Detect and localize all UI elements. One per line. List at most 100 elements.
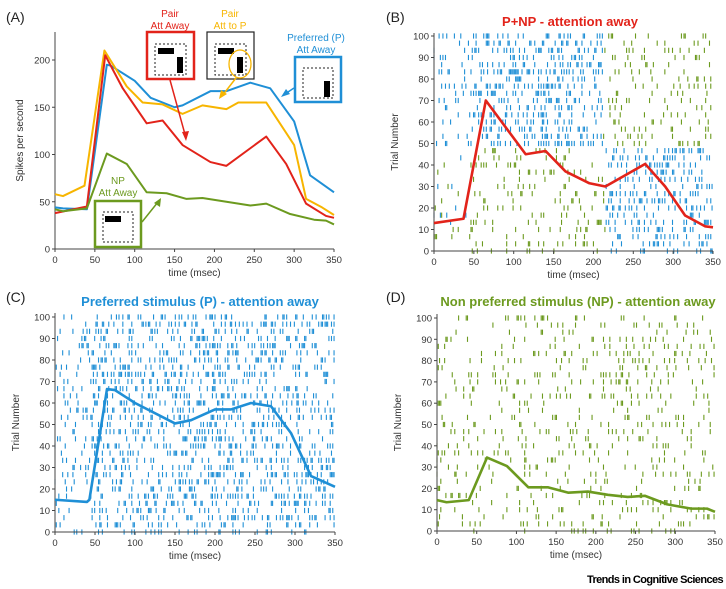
y-tick-label: 70: [39, 377, 50, 388]
y-tick-label: 100: [34, 150, 50, 161]
y-tick-label: 150: [34, 103, 50, 114]
x-tick-label: 350: [707, 537, 723, 548]
x-tick-label: 150: [546, 257, 562, 268]
y-tick-label: 30: [421, 463, 432, 474]
x-tick-label: 250: [246, 255, 262, 266]
y-tick-label: 100: [413, 32, 429, 43]
x-axis-label: time (msec): [550, 550, 602, 561]
label-np-away-1: NP: [111, 176, 125, 187]
y-axis-label: Trial Number: [11, 393, 22, 451]
annotation-pair-att: Pair Att to P: [206, 9, 255, 99]
panel-label-b: (B): [386, 9, 405, 25]
x-tick-label: 200: [585, 257, 601, 268]
arrow-red: [169, 79, 187, 139]
x-tick-label: 100: [127, 255, 143, 266]
y-tick-label: 90: [418, 53, 429, 64]
y-tick-label: 50: [39, 197, 50, 208]
title-c: Preferred stimulus (P) - attention away: [81, 294, 319, 309]
x-tick-label: 100: [508, 537, 524, 548]
x-tick-label: 200: [588, 537, 604, 548]
x-tick-label: 350: [327, 538, 343, 549]
series-line-green: [436, 456, 716, 514]
y-tick-label: 70: [421, 377, 432, 388]
x-tick-label: 300: [287, 538, 303, 549]
arrow-green: [141, 201, 159, 223]
plot-d: 0 50 100 150 200 250 300 350 0 10 20 30 40 50 60 70 80 90…: [393, 314, 723, 562]
series-line-red: [433, 99, 714, 229]
y-tick-label: 80: [421, 356, 432, 367]
panel-label-c: (C): [6, 289, 25, 305]
series-line-blue: [54, 63, 335, 211]
x-tick-label: 250: [625, 257, 641, 268]
plot-c: 0 50 100 150 200 250 300 350 0 10 20 30 40 50 60 70 80 90…: [11, 313, 343, 563]
y-tick-label: 100: [416, 314, 432, 325]
y-tick-label: 80: [418, 75, 429, 86]
x-axis-label: time (msec): [547, 270, 599, 281]
x-tick-label: 250: [247, 538, 263, 549]
plot-a: 0 50 100 150 200 250 300 350 0 50 100 150 200 time (m…: [15, 32, 342, 279]
plot-b: 0 50 100 150 200 250 300 350 0 10 20 30 40 50 60 70 80 90…: [390, 32, 721, 282]
x-tick-label: 300: [665, 257, 681, 268]
label-pref-away-1: Preferred (P): [287, 33, 345, 44]
x-tick-label: 200: [207, 538, 223, 549]
series-line-red: [54, 54, 335, 219]
panel-label-a: (A): [6, 9, 25, 25]
label-pair-att-2: Att to P: [214, 21, 247, 32]
y-tick-label: 20: [418, 204, 429, 215]
y-tick-label: 200: [34, 56, 50, 67]
label-pref-away-2: Att Away: [297, 45, 336, 56]
y-tick-label: 60: [421, 399, 432, 410]
x-tick-label: 300: [667, 537, 683, 548]
x-tick-label: 350: [705, 257, 721, 268]
y-tick-label: 90: [421, 335, 432, 346]
series-line-yellow: [54, 49, 335, 216]
y-tick-label: 10: [421, 505, 432, 516]
series-line-blue: [54, 387, 336, 504]
label-np-away-2: Att Away: [99, 188, 138, 199]
x-tick-label: 250: [628, 537, 644, 548]
y-tick-label: 0: [45, 528, 50, 539]
x-tick-label: 150: [548, 537, 564, 548]
x-tick-label: 150: [167, 538, 183, 549]
y-tick-label: 40: [39, 442, 50, 453]
x-tick-label: 0: [431, 257, 436, 268]
y-tick-label: 60: [39, 399, 50, 410]
y-tick-label: 20: [421, 484, 432, 495]
label-pair-att-1: Pair: [221, 9, 239, 20]
y-tick-label: 10: [418, 225, 429, 236]
x-tick-label: 150: [167, 255, 183, 266]
x-tick-label: 350: [326, 255, 342, 266]
title-b: P+NP - attention away: [502, 14, 639, 29]
y-axis-label: Spikes per second: [15, 99, 26, 181]
y-tick-label: 40: [421, 441, 432, 452]
x-tick-label: 50: [471, 537, 482, 548]
y-tick-label: 60: [418, 118, 429, 129]
y-axis-label: Trial Number: [390, 113, 401, 171]
title-d: Non preferred stimulus (NP) - attention …: [440, 294, 716, 309]
y-tick-label: 0: [45, 245, 50, 256]
panel-label-d: (D): [386, 289, 405, 305]
x-axis-label: time (msec): [169, 551, 221, 562]
x-tick-label: 100: [506, 257, 522, 268]
x-tick-label: 200: [206, 255, 222, 266]
x-tick-label: 50: [90, 538, 101, 549]
x-tick-label: 0: [434, 537, 439, 548]
x-tick-label: 50: [469, 257, 480, 268]
y-tick-label: 10: [39, 506, 50, 517]
y-tick-label: 90: [39, 334, 50, 345]
x-tick-label: 50: [90, 255, 101, 266]
annotation-pair-away: Pair Att Away: [145, 9, 196, 141]
y-tick-label: 100: [34, 313, 50, 324]
y-tick-label: 0: [424, 247, 429, 258]
annotation-pref-away: Preferred (P) Att Away: [281, 33, 345, 104]
label-pair-away-1: Pair: [161, 9, 179, 20]
x-tick-label: 0: [52, 538, 57, 549]
label-pair-away-2: Att Away: [151, 21, 190, 32]
y-tick-label: 50: [421, 420, 432, 431]
x-tick-label: 0: [52, 255, 57, 266]
y-tick-label: 80: [39, 356, 50, 367]
annotation-np-away: NP Att Away: [93, 176, 161, 249]
y-tick-label: 50: [418, 139, 429, 150]
y-tick-label: 50: [39, 420, 50, 431]
